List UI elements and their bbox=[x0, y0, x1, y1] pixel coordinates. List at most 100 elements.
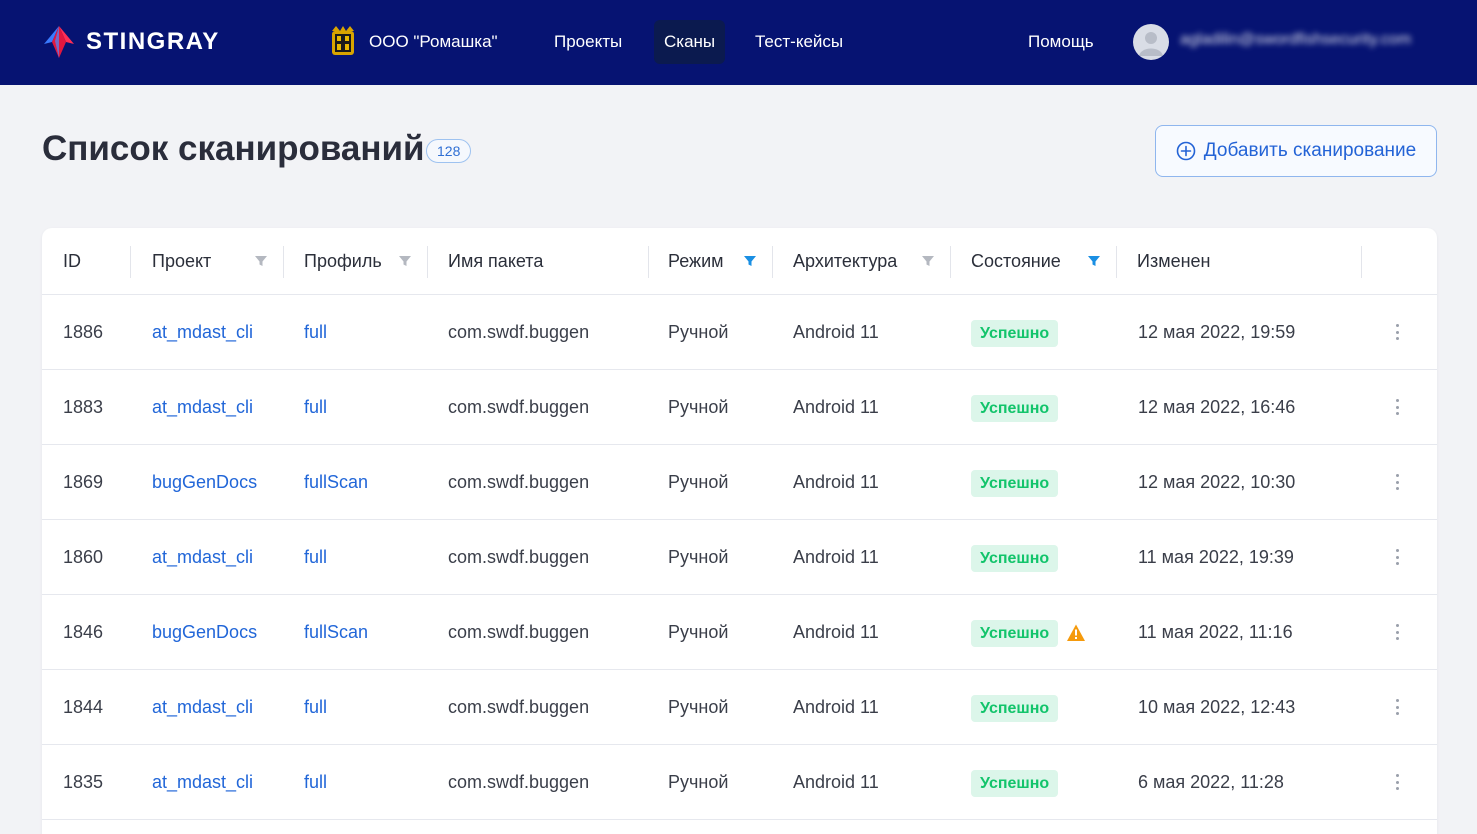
column-divider bbox=[648, 246, 649, 278]
architecture: Android 11 bbox=[793, 397, 879, 417]
stingray-logo-icon bbox=[44, 26, 74, 58]
column-divider bbox=[772, 246, 773, 278]
changed-date: 11 мая 2022, 11:16 bbox=[1138, 622, 1293, 642]
project-link[interactable]: bugGenDocs bbox=[152, 622, 258, 642]
kebab-menu-icon[interactable] bbox=[1393, 772, 1401, 792]
status-badge: Успешно bbox=[971, 545, 1059, 572]
kebab-menu-icon[interactable] bbox=[1393, 622, 1401, 642]
table-row[interactable]: 1860 at_mdast_cli full com.swdf.buggen Р… bbox=[42, 520, 1437, 595]
brand-logo[interactable]: STINGRAY bbox=[42, 24, 220, 60]
package-name: com.swdf.buggen bbox=[448, 697, 590, 717]
kebab-menu-icon[interactable] bbox=[1393, 472, 1401, 492]
filter-funnel-icon[interactable] bbox=[398, 254, 412, 268]
column-divider bbox=[427, 246, 428, 278]
filter-funnel-icon[interactable] bbox=[743, 254, 757, 268]
col-mode[interactable]: Режим bbox=[668, 251, 724, 271]
nav-projects[interactable]: Проекты bbox=[554, 32, 623, 51]
scan-id: 1860 bbox=[63, 547, 104, 567]
architecture: Android 11 bbox=[793, 772, 879, 792]
profile-link[interactable]: fullScan bbox=[304, 472, 369, 492]
nav-scans[interactable]: Сканы bbox=[654, 20, 726, 64]
project-link[interactable]: at_mdast_cli bbox=[152, 397, 254, 417]
table-row[interactable]: 1846 bugGenDocs fullScan com.swdf.buggen… bbox=[42, 595, 1437, 670]
package-name: com.swdf.buggen bbox=[448, 772, 590, 792]
kebab-menu-icon[interactable] bbox=[1393, 697, 1401, 717]
col-project[interactable]: Проект bbox=[152, 251, 212, 271]
add-scan-label: Добавить сканирование bbox=[1203, 140, 1417, 161]
column-divider bbox=[283, 246, 284, 278]
plus-circle-icon bbox=[1176, 141, 1196, 161]
kebab-menu-icon[interactable] bbox=[1393, 322, 1401, 342]
nav-test-cases[interactable]: Тест-кейсы bbox=[755, 32, 844, 51]
org-name: ООО "Ромашка" bbox=[369, 32, 498, 51]
package-name: com.swdf.buggen bbox=[448, 622, 590, 642]
org-selector[interactable]: ООО "Ромашка" bbox=[326, 25, 498, 59]
architecture: Android 11 bbox=[793, 322, 879, 342]
brand-name: STINGRAY bbox=[86, 28, 220, 55]
architecture: Android 11 bbox=[793, 547, 879, 567]
project-link[interactable]: at_mdast_cli bbox=[152, 697, 254, 717]
scan-mode: Ручной bbox=[668, 547, 729, 567]
org-crest-icon bbox=[332, 26, 354, 55]
status-badge: Успешно bbox=[971, 695, 1059, 722]
changed-date: 12 мая 2022, 16:46 bbox=[1138, 397, 1296, 417]
project-link[interactable]: at_mdast_cli bbox=[152, 547, 254, 567]
col-architecture[interactable]: Архитектура bbox=[793, 251, 898, 271]
package-name: com.swdf.buggen bbox=[448, 397, 590, 417]
top-navigation-bar: STINGRAY ООО "Ромашка" Проекты Сканы Тес… bbox=[0, 0, 1477, 85]
table-row[interactable]: 1835 at_mdast_cli full com.swdf.buggen Р… bbox=[42, 745, 1437, 820]
help-link[interactable]: Помощь bbox=[1028, 32, 1094, 51]
package-name: com.swdf.buggen bbox=[448, 547, 590, 567]
filter-funnel-icon[interactable] bbox=[921, 254, 935, 268]
table-header: ID Проект Профиль Имя пакета Режим Архит… bbox=[42, 228, 1437, 295]
column-divider bbox=[950, 246, 951, 278]
column-divider bbox=[130, 246, 131, 278]
column-divider bbox=[1116, 246, 1117, 278]
changed-date: 11 мая 2022, 19:39 bbox=[1138, 547, 1294, 567]
project-link[interactable]: at_mdast_cli bbox=[152, 322, 254, 342]
table-row[interactable]: 1886 at_mdast_cli full com.swdf.buggen Р… bbox=[42, 295, 1437, 370]
scan-mode: Ручной bbox=[668, 697, 729, 717]
user-avatar-icon[interactable] bbox=[1133, 24, 1169, 60]
status-badge: Успешно bbox=[971, 470, 1059, 497]
scan-id: 1835 bbox=[63, 772, 104, 792]
col-changed[interactable]: Изменен bbox=[1137, 251, 1211, 271]
col-state[interactable]: Состояние bbox=[971, 251, 1061, 271]
scan-mode: Ручной bbox=[668, 472, 729, 492]
scan-id: 1883 bbox=[63, 397, 104, 417]
changed-date: 12 мая 2022, 10:30 bbox=[1138, 472, 1296, 492]
kebab-menu-icon[interactable] bbox=[1393, 547, 1401, 567]
project-link[interactable]: bugGenDocs bbox=[152, 472, 258, 492]
changed-date: 10 мая 2022, 12:43 bbox=[1138, 697, 1296, 717]
status-badge: Успешно bbox=[971, 620, 1059, 647]
architecture: Android 11 bbox=[793, 697, 879, 717]
col-id[interactable]: ID bbox=[63, 251, 81, 271]
warning-triangle-icon[interactable] bbox=[1066, 623, 1086, 643]
architecture: Android 11 bbox=[793, 622, 879, 642]
architecture: Android 11 bbox=[793, 472, 879, 492]
add-scan-button[interactable]: Добавить сканирование bbox=[1155, 125, 1437, 177]
scan-id: 1846 bbox=[63, 622, 104, 642]
project-link[interactable]: at_mdast_cli bbox=[152, 772, 254, 792]
profile-link[interactable]: full bbox=[304, 772, 328, 792]
filter-funnel-icon[interactable] bbox=[1087, 254, 1101, 268]
scan-mode: Ручной bbox=[668, 772, 729, 792]
filter-funnel-icon[interactable] bbox=[254, 254, 268, 268]
package-name: com.swdf.buggen bbox=[448, 472, 590, 492]
profile-link[interactable]: full bbox=[304, 547, 328, 567]
scan-mode: Ручной bbox=[668, 322, 729, 342]
table-row[interactable]: 1869 bugGenDocs fullScan com.swdf.buggen… bbox=[42, 445, 1437, 520]
profile-link[interactable]: full bbox=[304, 322, 328, 342]
kebab-menu-icon[interactable] bbox=[1393, 397, 1401, 417]
col-package-name[interactable]: Имя пакета bbox=[448, 251, 544, 271]
col-profile[interactable]: Профиль bbox=[304, 251, 382, 271]
table-row[interactable]: 1883 at_mdast_cli full com.swdf.buggen Р… bbox=[42, 370, 1437, 445]
profile-link[interactable]: full bbox=[304, 697, 328, 717]
table-row[interactable]: 1844 at_mdast_cli full com.swdf.buggen Р… bbox=[42, 670, 1437, 745]
profile-link[interactable]: full bbox=[304, 397, 328, 417]
scan-id: 1886 bbox=[63, 322, 104, 342]
scan-mode: Ручной bbox=[668, 397, 729, 417]
scan-id: 1844 bbox=[63, 697, 104, 717]
user-email[interactable]: agladilin@swordfishsecurity.com bbox=[1180, 31, 1412, 48]
profile-link[interactable]: fullScan bbox=[304, 622, 369, 642]
